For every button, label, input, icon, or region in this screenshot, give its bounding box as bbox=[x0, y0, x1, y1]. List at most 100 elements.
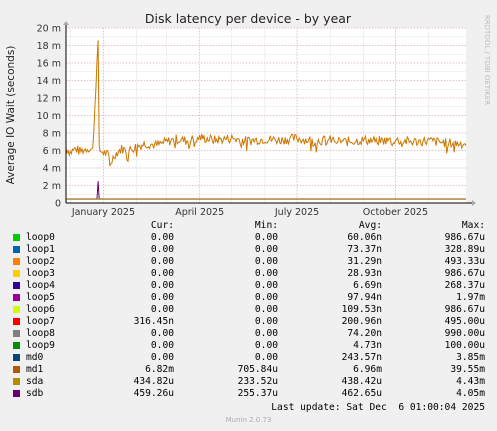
legend-series-name: loop4 bbox=[26, 280, 55, 291]
legend-value-avg: 200.96n bbox=[341, 316, 382, 327]
legend-row: loop7 316.45n 0.00 200.96n 495.00u bbox=[0, 316, 497, 328]
legend-swatch bbox=[13, 330, 20, 337]
header-min: Min: bbox=[254, 220, 278, 231]
rrdtool-watermark: RRDTOOL / TOBI OETIKER bbox=[483, 15, 491, 105]
legend-series-name: loop6 bbox=[26, 304, 55, 315]
x-tick-label: January 2025 bbox=[71, 207, 135, 218]
legend-row: sda 434.82u 233.52u 438.42u 4.43m bbox=[0, 376, 497, 388]
legend-value-max: 39.55m bbox=[450, 364, 485, 375]
tick-labels: 0 2 m 4 m 6 m 8 m 10 m 12 m 14 m 16 m 18 m 20 m Jan… bbox=[37, 24, 428, 219]
legend-value-min: 0.00 bbox=[254, 280, 278, 291]
legend-row: md0 0.00 0.00 243.57n 3.85m bbox=[0, 352, 497, 364]
legend-swatch bbox=[13, 354, 20, 361]
legend-swatch bbox=[13, 378, 20, 385]
legend-row: md1 6.82m 705.84u 6.96m 39.55m bbox=[0, 364, 497, 376]
legend-value-max: 986.67u bbox=[444, 232, 485, 243]
series-layer bbox=[65, 40, 467, 200]
legend-value-avg: 6.96m bbox=[353, 364, 382, 375]
legend-value-avg: 4.73n bbox=[353, 340, 382, 351]
legend-value-min: 0.00 bbox=[254, 256, 278, 267]
legend-series-name: loop5 bbox=[26, 292, 55, 303]
chart-title: Disk latency per device - by year bbox=[145, 11, 352, 26]
y-tick-label: 14 m bbox=[37, 76, 61, 87]
legend-value-min: 705.84u bbox=[237, 364, 278, 375]
legend-row: loop9 0.00 0.00 4.73n 100.00u bbox=[0, 340, 497, 352]
legend-value-max: 4.05m bbox=[456, 388, 485, 399]
legend-value-cur: 0.00 bbox=[150, 244, 174, 255]
legend-series-name: loop1 bbox=[26, 244, 55, 255]
header-avg: Avg: bbox=[358, 220, 382, 231]
y-axis-label: Average IO Wait (seconds) bbox=[5, 46, 17, 185]
y-tick-label: 12 m bbox=[37, 94, 61, 105]
legend-row: loop8 0.00 0.00 74.20n 990.00u bbox=[0, 328, 497, 340]
legend-series-name: md0 bbox=[26, 352, 44, 363]
legend-value-max: 100.00u bbox=[444, 340, 485, 351]
x-tick-label: October 2025 bbox=[363, 207, 428, 218]
legend-value-max: 3.85m bbox=[456, 352, 485, 363]
legend-value-cur: 459.26u bbox=[133, 388, 174, 399]
legend-series-name: sda bbox=[26, 376, 44, 387]
legend-value-min: 0.00 bbox=[254, 352, 278, 363]
legend-value-cur: 0.00 bbox=[150, 328, 174, 339]
legend-value-min: 255.37u bbox=[237, 388, 278, 399]
legend-row: loop0 0.00 0.00 60.06n 986.67u bbox=[0, 232, 497, 244]
y-axis-arrow bbox=[63, 21, 69, 25]
legend-row: loop4 0.00 0.00 6.69n 268.37u bbox=[0, 280, 497, 292]
legend-row: loop2 0.00 0.00 31.29n 493.33u bbox=[0, 256, 497, 268]
legend-value-avg: 462.65u bbox=[341, 388, 382, 399]
legend-row: sdb 459.26u 255.37u 462.65u 4.05m bbox=[0, 388, 497, 400]
legend-swatch bbox=[13, 318, 20, 325]
legend-value-cur: 0.00 bbox=[150, 340, 174, 351]
legend-series-name: loop3 bbox=[26, 268, 55, 279]
header-max: Max: bbox=[461, 220, 485, 231]
legend-value-max: 1.97m bbox=[456, 292, 485, 303]
legend-value-avg: 97.94n bbox=[347, 292, 382, 303]
legend-row: loop3 0.00 0.00 28.93n 986.67u bbox=[0, 268, 497, 280]
munin-version: Munin 2.0.73 bbox=[225, 416, 272, 424]
axes bbox=[63, 21, 476, 206]
last-update: Last update: Sat Dec 6 01:00:04 2025 bbox=[271, 402, 485, 413]
legend-value-max: 990.00u bbox=[444, 328, 485, 339]
legend-series-name: loop0 bbox=[26, 232, 55, 243]
legend-swatch bbox=[13, 270, 20, 277]
legend-series-name: md1 bbox=[26, 364, 44, 375]
y-tick-label: 4 m bbox=[43, 164, 61, 175]
y-tick-label: 18 m bbox=[37, 41, 61, 52]
legend-swatch bbox=[13, 258, 20, 265]
y-tick-label: 0 bbox=[55, 199, 61, 210]
legend-value-avg: 73.37n bbox=[347, 244, 382, 255]
legend-value-min: 0.00 bbox=[254, 244, 278, 255]
legend-value-min: 0.00 bbox=[254, 304, 278, 315]
legend-series-name: loop8 bbox=[26, 328, 55, 339]
legend-value-avg: 28.93n bbox=[347, 268, 382, 279]
legend-value-cur: 0.00 bbox=[150, 292, 174, 303]
y-tick-label: 8 m bbox=[43, 129, 61, 140]
legend-swatch bbox=[13, 234, 20, 241]
x-tick-label: July 2025 bbox=[274, 207, 319, 218]
legend-row: loop6 0.00 0.00 109.53n 986.67u bbox=[0, 304, 497, 316]
x-axis-arrow bbox=[472, 200, 476, 206]
y-tick-label: 16 m bbox=[37, 59, 61, 70]
y-tick-label: 10 m bbox=[37, 111, 61, 122]
header-cur: Cur: bbox=[150, 220, 174, 231]
legend-value-min: 0.00 bbox=[254, 340, 278, 351]
legend-value-max: 493.33u bbox=[444, 256, 485, 267]
legend-value-avg: 31.29n bbox=[347, 256, 382, 267]
legend-value-cur: 0.00 bbox=[150, 268, 174, 279]
legend-value-avg: 243.57n bbox=[341, 352, 382, 363]
legend-value-min: 0.00 bbox=[254, 268, 278, 279]
legend-value-min: 0.00 bbox=[254, 316, 278, 327]
legend-value-cur: 0.00 bbox=[150, 280, 174, 291]
legend-swatch bbox=[13, 282, 20, 289]
legend-row: loop1 0.00 0.00 73.37n 328.89u bbox=[0, 244, 497, 256]
legend-value-cur: 6.82m bbox=[145, 364, 174, 375]
legend-swatch bbox=[13, 246, 20, 253]
y-tick-label: 6 m bbox=[43, 146, 61, 157]
legend-value-max: 328.89u bbox=[444, 244, 485, 255]
legend-series-name: sdb bbox=[26, 388, 44, 399]
legend-value-cur: 0.00 bbox=[150, 304, 174, 315]
legend-value-cur: 316.45n bbox=[133, 316, 174, 327]
legend-value-min: 0.00 bbox=[254, 232, 278, 243]
legend-value-min: 0.00 bbox=[254, 328, 278, 339]
